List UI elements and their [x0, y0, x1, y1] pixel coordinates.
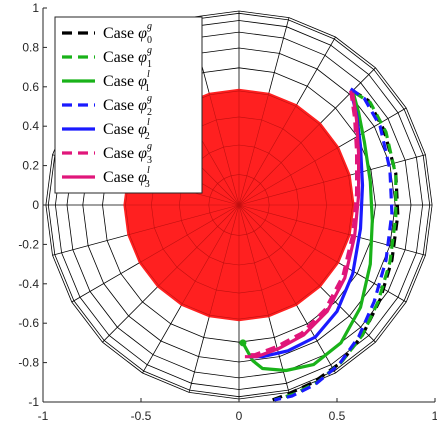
disc-spoke: [238, 204, 298, 306]
disc-spoke: [138, 204, 240, 264]
disc-spoke: [238, 174, 351, 206]
disc-spoke: [238, 204, 270, 318]
disc-ring: [208, 174, 270, 236]
disc-spoke: [238, 122, 321, 206]
legend-label: Case φg 0: [103, 21, 152, 46]
series-layer: [239, 87, 400, 402]
series-line-4: [248, 90, 365, 359]
disc-spoke: [238, 204, 321, 288]
disc-spoke: [180, 204, 240, 306]
disc-spoke: [238, 146, 340, 206]
legend-entry: Case φl 3: [62, 165, 150, 190]
y-tick-label: 0.2: [22, 159, 39, 173]
y-tick-label: -0.8: [18, 356, 39, 370]
y-tick-label: -0.6: [18, 316, 39, 330]
legend-label: Case φl 1: [103, 69, 150, 94]
disc-spoke: [208, 92, 240, 206]
legend-label: Case φg 1: [103, 45, 152, 70]
disc-inner-grid: [123, 88, 355, 322]
legend-entry: Case φl 2: [62, 117, 150, 142]
x-tick-label: 0: [236, 409, 243, 423]
disc-ring: [125, 90, 353, 320]
legend-entry: Case φg 0: [62, 21, 152, 46]
x-tick-label: -0.5: [131, 409, 152, 423]
series-line-2: [241, 90, 374, 373]
y-tick-label: 0.8: [22, 40, 39, 54]
disc-spoke: [238, 104, 298, 206]
disc-spoke: [208, 204, 240, 318]
y-tick-label: 0: [32, 198, 39, 212]
y-tick-label: 0.4: [22, 119, 39, 133]
disc-spoke: [238, 204, 351, 236]
disc-spoke: [238, 204, 340, 264]
series-line-6: [244, 92, 361, 359]
x-tick-label: -1: [38, 409, 49, 423]
disc-ring: [178, 144, 299, 266]
y-tick-label: 1: [32, 1, 39, 15]
y-tick-label: -0.4: [18, 277, 39, 291]
axes: -1 -0.8 -0.6 -0.4 -0.2 0 0.2 0.4 0.6 0.8 1 -1 -0.5 0 0…: [18, 1, 437, 423]
x-tick-label: 1: [432, 409, 437, 423]
x-tick-label: 0.5: [329, 409, 346, 423]
disc-spoke: [157, 204, 240, 288]
y-tick-label: -0.2: [18, 237, 39, 251]
series-line-5: [244, 90, 359, 357]
legend-entry: Case φg 3: [62, 141, 152, 166]
y-tick-label: -1: [28, 395, 39, 409]
legend-entry: Case φg 2: [62, 93, 152, 118]
legend-label: Case φg 2: [103, 93, 152, 118]
disc-ring: [151, 116, 327, 294]
legend-entry: Case φg 1: [62, 45, 152, 70]
y-tick-label: 0.6: [22, 80, 39, 94]
legend-label: Case φl 2: [103, 117, 150, 142]
start-marker: [239, 339, 247, 347]
disc-spoke: [127, 204, 240, 236]
series-line-0: [271, 89, 400, 402]
legend-label: Case φl 3: [103, 165, 150, 190]
legend-entry: Case φl 1: [62, 69, 150, 94]
legend-label: Case φg 3: [103, 141, 152, 166]
disc-spoke: [238, 92, 270, 206]
